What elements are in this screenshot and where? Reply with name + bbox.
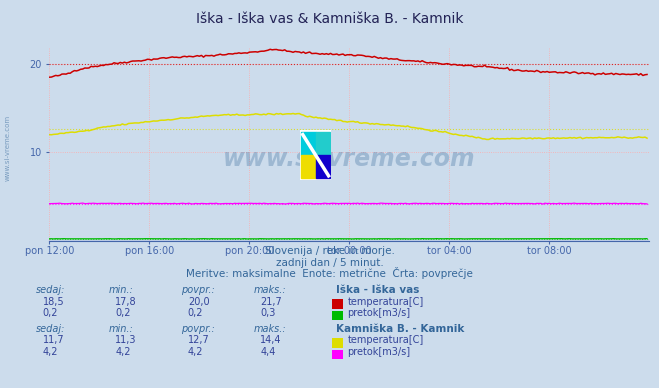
Text: 0,2: 0,2 bbox=[188, 308, 204, 318]
Text: zadnji dan / 5 minut.: zadnji dan / 5 minut. bbox=[275, 258, 384, 268]
Text: 21,7: 21,7 bbox=[260, 296, 282, 307]
Text: pretok[m3/s]: pretok[m3/s] bbox=[347, 347, 411, 357]
Bar bbox=[316, 155, 330, 178]
Bar bbox=[301, 155, 316, 178]
Text: 20,0: 20,0 bbox=[188, 296, 210, 307]
Text: 4,2: 4,2 bbox=[188, 347, 204, 357]
Text: 4,4: 4,4 bbox=[260, 347, 275, 357]
Text: 17,8: 17,8 bbox=[115, 296, 137, 307]
Text: temperatura[C]: temperatura[C] bbox=[347, 296, 424, 307]
Text: maks.:: maks.: bbox=[254, 285, 287, 295]
Text: sedaj:: sedaj: bbox=[36, 285, 66, 295]
Text: temperatura[C]: temperatura[C] bbox=[347, 335, 424, 345]
Text: 0,2: 0,2 bbox=[43, 308, 59, 318]
Text: 0,2: 0,2 bbox=[115, 308, 131, 318]
Text: 12,7: 12,7 bbox=[188, 335, 210, 345]
Text: povpr.:: povpr.: bbox=[181, 285, 215, 295]
Text: Slovenija / reke in morje.: Slovenija / reke in morje. bbox=[264, 246, 395, 256]
Text: Kamniška B. - Kamnik: Kamniška B. - Kamnik bbox=[336, 324, 465, 334]
Text: Iška - Iška vas & Kamniška B. - Kamnik: Iška - Iška vas & Kamniška B. - Kamnik bbox=[196, 12, 463, 26]
Bar bbox=[316, 132, 330, 155]
Text: sedaj:: sedaj: bbox=[36, 324, 66, 334]
Text: www.si-vreme.com: www.si-vreme.com bbox=[5, 114, 11, 180]
Text: 11,7: 11,7 bbox=[43, 335, 65, 345]
Bar bbox=[301, 132, 316, 155]
Text: www.si-vreme.com: www.si-vreme.com bbox=[223, 147, 476, 171]
Text: povpr.:: povpr.: bbox=[181, 324, 215, 334]
Text: 4,2: 4,2 bbox=[43, 347, 59, 357]
Text: min.:: min.: bbox=[109, 324, 134, 334]
Text: 4,2: 4,2 bbox=[115, 347, 131, 357]
Text: 11,3: 11,3 bbox=[115, 335, 137, 345]
Text: 14,4: 14,4 bbox=[260, 335, 282, 345]
Text: min.:: min.: bbox=[109, 285, 134, 295]
Text: 18,5: 18,5 bbox=[43, 296, 65, 307]
Text: pretok[m3/s]: pretok[m3/s] bbox=[347, 308, 411, 318]
Text: Meritve: maksimalne  Enote: metrične  Črta: povprečje: Meritve: maksimalne Enote: metrične Črta… bbox=[186, 267, 473, 279]
Text: maks.:: maks.: bbox=[254, 324, 287, 334]
Text: 0,3: 0,3 bbox=[260, 308, 275, 318]
Text: Iška - Iška vas: Iška - Iška vas bbox=[336, 285, 420, 295]
